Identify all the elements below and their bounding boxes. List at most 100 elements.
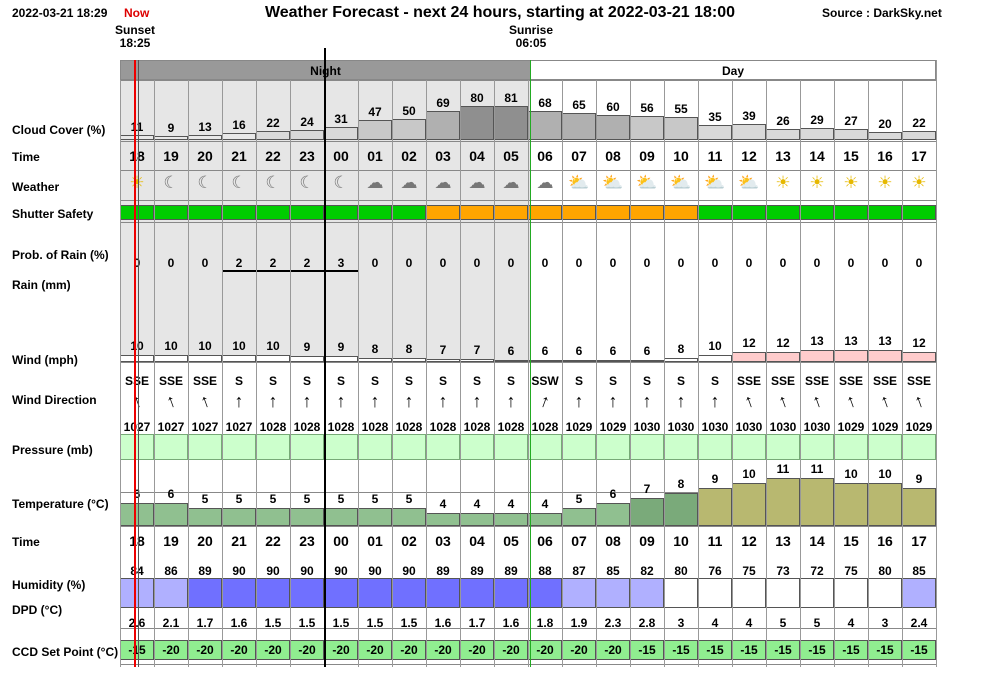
weather-cloud-sun-icon: ⛅ bbox=[636, 173, 658, 192]
forecast-grid: Night Day 1118☀010SSE↑1027618842.6-15919… bbox=[120, 48, 937, 667]
grid-right-edge bbox=[936, 60, 937, 667]
pressure-value: 1028 bbox=[463, 420, 491, 434]
weather-cloud-sun-icon: ⛅ bbox=[738, 173, 760, 192]
shutter-safety-cell bbox=[664, 205, 698, 220]
wind-direction-value: S bbox=[710, 374, 719, 388]
humidity-value: 76 bbox=[708, 564, 722, 578]
humidity-value: 89 bbox=[198, 564, 212, 578]
wind-direction-value: SSE bbox=[906, 374, 931, 388]
wind-direction-value: S bbox=[370, 374, 379, 388]
temperature-bar bbox=[188, 508, 222, 526]
ccd-set-point-cell: -20 bbox=[256, 640, 290, 660]
time-value: 02 bbox=[401, 148, 417, 164]
wind-bar bbox=[834, 350, 868, 362]
humidity-bar bbox=[120, 578, 154, 608]
cloud-cover-value: 55 bbox=[674, 101, 688, 116]
wind-bar bbox=[256, 354, 290, 362]
dpd-value: 1.9 bbox=[570, 616, 588, 630]
wind-direction-arrow-icon: ↑ bbox=[129, 390, 145, 412]
wind-direction-value: SSE bbox=[124, 374, 149, 388]
pressure-cell bbox=[120, 434, 154, 460]
shutter-safety-cell bbox=[188, 205, 222, 220]
temperature-bar bbox=[460, 513, 494, 526]
shutter-safety-cell bbox=[800, 205, 834, 220]
pressure-cell bbox=[800, 434, 834, 460]
label-time: Time bbox=[12, 150, 40, 164]
humidity-bar bbox=[630, 578, 664, 608]
cloud-cover-bar bbox=[494, 105, 528, 140]
temperature-value: 5 bbox=[303, 492, 311, 506]
wind-value: 8 bbox=[371, 341, 379, 356]
cloud-cover-bar bbox=[392, 119, 426, 140]
wind-direction-arrow-icon: ↑ bbox=[197, 390, 213, 412]
humidity-value: 73 bbox=[776, 564, 790, 578]
humidity-bar bbox=[358, 578, 392, 608]
rain-probability-value: 0 bbox=[371, 256, 379, 270]
pressure-value: 1028 bbox=[531, 420, 559, 434]
label-cloud-cover: Cloud Cover (%) bbox=[12, 123, 106, 137]
sunrise-line bbox=[530, 60, 531, 667]
ccd-set-point-cell: -20 bbox=[494, 640, 528, 660]
column-divider bbox=[426, 80, 427, 667]
dpd-value: 1.6 bbox=[434, 616, 452, 630]
rain-probability-bar bbox=[324, 270, 358, 272]
cloud-cover-bar bbox=[902, 130, 936, 140]
pressure-value: 1029 bbox=[599, 420, 627, 434]
shutter-safety-cell bbox=[426, 205, 460, 220]
humidity-bar bbox=[324, 578, 358, 608]
pressure-value: 1027 bbox=[191, 420, 219, 434]
column-divider bbox=[732, 80, 733, 667]
humidity-value: 89 bbox=[504, 564, 518, 578]
temperature-bar bbox=[698, 488, 732, 526]
temperature-bar bbox=[494, 513, 528, 526]
source-label: Source : DarkSky.net bbox=[822, 6, 942, 20]
dpd-value: 4 bbox=[711, 616, 719, 630]
time-value: 01 bbox=[367, 148, 383, 164]
wind-value: 13 bbox=[844, 334, 858, 348]
temperature-value: 7 bbox=[643, 482, 651, 496]
wind-bar bbox=[664, 357, 698, 362]
sunset-time: 18:25 bbox=[119, 36, 151, 50]
temperature-bar bbox=[290, 508, 324, 526]
humidity-value: 90 bbox=[266, 564, 280, 578]
wind-direction-value: SSE bbox=[872, 374, 897, 388]
column-divider bbox=[460, 80, 461, 667]
wind-bar bbox=[732, 351, 766, 362]
column-divider bbox=[120, 80, 121, 667]
wind-bar bbox=[698, 354, 732, 362]
ccd-set-point-cell: -15 bbox=[834, 640, 868, 660]
cloud-cover-value: 16 bbox=[232, 118, 246, 133]
weather-sun-icon: ☀ bbox=[129, 173, 145, 192]
humidity-value: 89 bbox=[436, 564, 450, 578]
wind-bar bbox=[630, 360, 664, 362]
ccd-set-point-cell: -20 bbox=[188, 640, 222, 660]
wind-direction-arrow-icon: ↑ bbox=[268, 391, 278, 411]
temperature-bar bbox=[426, 513, 460, 526]
wind-bar bbox=[494, 360, 528, 362]
pressure-cell bbox=[460, 434, 494, 460]
cloud-cover-value: 35 bbox=[708, 110, 722, 125]
wind-direction-value: SSE bbox=[770, 374, 795, 388]
sunrise-label: Sunrise 06:05 bbox=[505, 24, 557, 50]
temperature-bar bbox=[528, 513, 562, 526]
wind-value: 10 bbox=[232, 338, 246, 353]
ccd-set-point-cell: -20 bbox=[460, 640, 494, 660]
wind-bar bbox=[222, 354, 256, 362]
column-divider bbox=[868, 80, 869, 667]
dpd-value: 2.6 bbox=[128, 616, 146, 630]
dpd-value: 1.8 bbox=[536, 616, 554, 630]
label-wind-direction: Wind Direction bbox=[12, 393, 97, 407]
time-value: 09 bbox=[639, 533, 655, 549]
current-datetime: 2022-03-21 18:29 bbox=[12, 6, 108, 20]
label-temperature: Temperature (°C) bbox=[12, 497, 109, 511]
now-marker-line bbox=[134, 60, 136, 667]
pressure-cell bbox=[868, 434, 902, 460]
time-value: 10 bbox=[673, 148, 689, 164]
wind-value: 6 bbox=[643, 344, 651, 358]
rain-probability-value: 3 bbox=[337, 256, 345, 270]
rain-probability-value: 0 bbox=[745, 256, 753, 270]
humidity-value: 80 bbox=[878, 564, 892, 578]
rain-probability-value: 0 bbox=[201, 256, 209, 270]
rain-probability-bar bbox=[256, 270, 290, 272]
humidity-bar bbox=[834, 578, 868, 608]
